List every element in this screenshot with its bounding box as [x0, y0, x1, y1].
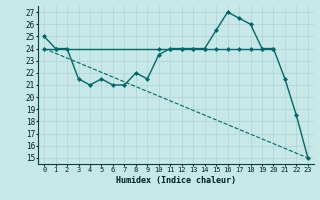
X-axis label: Humidex (Indice chaleur): Humidex (Indice chaleur) [116, 176, 236, 185]
